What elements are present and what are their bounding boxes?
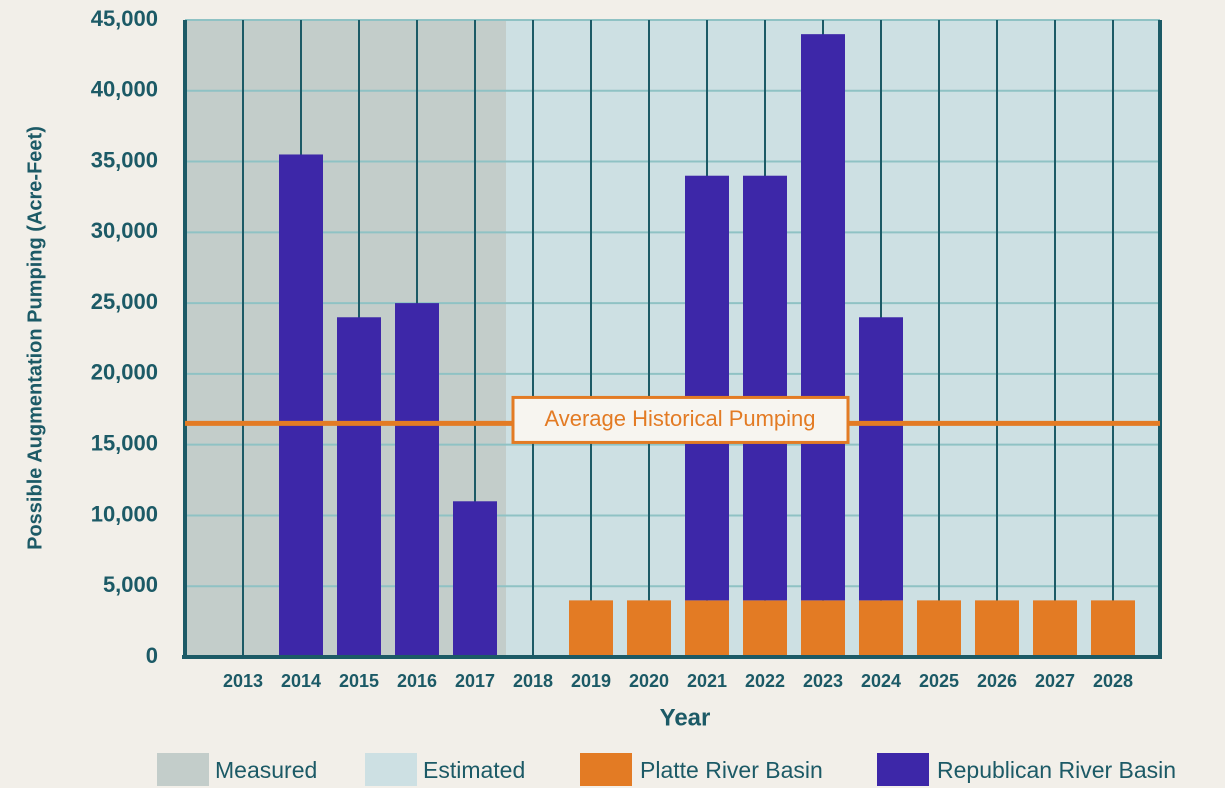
- bar: [801, 600, 845, 657]
- y-axis-label: Possible Augmentation Pumping (Acre-Feet…: [24, 126, 46, 550]
- y-tick-label: 25,000: [91, 289, 158, 314]
- bar: [743, 175, 787, 601]
- x-tick-label: 2017: [455, 671, 495, 691]
- y-tick-label: 0: [146, 643, 158, 668]
- y-tick-label: 5,000: [103, 572, 158, 597]
- legend-measured-swatch: [157, 753, 209, 786]
- legend-republican-label: Republican River Basin: [937, 757, 1176, 783]
- bar: [685, 175, 729, 601]
- x-tick-label: 2022: [745, 671, 785, 691]
- x-tick-label: 2014: [281, 671, 321, 691]
- y-tick-label: 15,000: [91, 430, 158, 455]
- bar: [743, 600, 787, 657]
- x-tick-label: 2020: [629, 671, 669, 691]
- legend-measured-label: Measured: [215, 757, 317, 783]
- y-tick-label: 40,000: [91, 77, 158, 102]
- bar: [801, 34, 845, 601]
- x-tick-label: 2015: [339, 671, 379, 691]
- x-tick-label: 2028: [1093, 671, 1133, 691]
- bar: [627, 600, 671, 657]
- legend-estimated-label: Estimated: [423, 757, 525, 783]
- bar: [859, 600, 903, 657]
- y-tick-label: 10,000: [91, 501, 158, 526]
- bar: [337, 317, 381, 657]
- x-tick-label: 2025: [919, 671, 959, 691]
- legend-platte-swatch: [580, 753, 632, 786]
- x-tick-label: 2027: [1035, 671, 1075, 691]
- bar: [975, 600, 1019, 657]
- x-tick-label: 2018: [513, 671, 553, 691]
- x-tick-label: 2021: [687, 671, 727, 691]
- bar: [859, 317, 903, 601]
- legend-estimated-swatch: [365, 753, 417, 786]
- bar: [453, 501, 497, 657]
- x-tick-label: 2016: [397, 671, 437, 691]
- bar: [1033, 600, 1077, 657]
- legend-republican-swatch: [877, 753, 929, 786]
- bar: [917, 600, 961, 657]
- y-tick-label: 35,000: [91, 147, 158, 172]
- bar: [1091, 600, 1135, 657]
- x-tick-label: 2013: [223, 671, 263, 691]
- y-tick-label: 20,000: [91, 360, 158, 385]
- bar: [279, 154, 323, 657]
- x-tick-label: 2026: [977, 671, 1017, 691]
- bar: [685, 600, 729, 657]
- x-tick-label: 2023: [803, 671, 843, 691]
- bar: [569, 600, 613, 657]
- x-tick-label: 2019: [571, 671, 611, 691]
- x-tick-label: 2024: [861, 671, 901, 691]
- legend-platte-label: Platte River Basin: [640, 757, 823, 783]
- x-axis-label: Year: [660, 704, 711, 731]
- y-tick-label: 45,000: [91, 6, 158, 31]
- reference-label-box: [511, 395, 850, 444]
- y-tick-label: 30,000: [91, 218, 158, 243]
- bar: [395, 303, 439, 657]
- reference-label: Average Historical Pumping: [544, 406, 815, 431]
